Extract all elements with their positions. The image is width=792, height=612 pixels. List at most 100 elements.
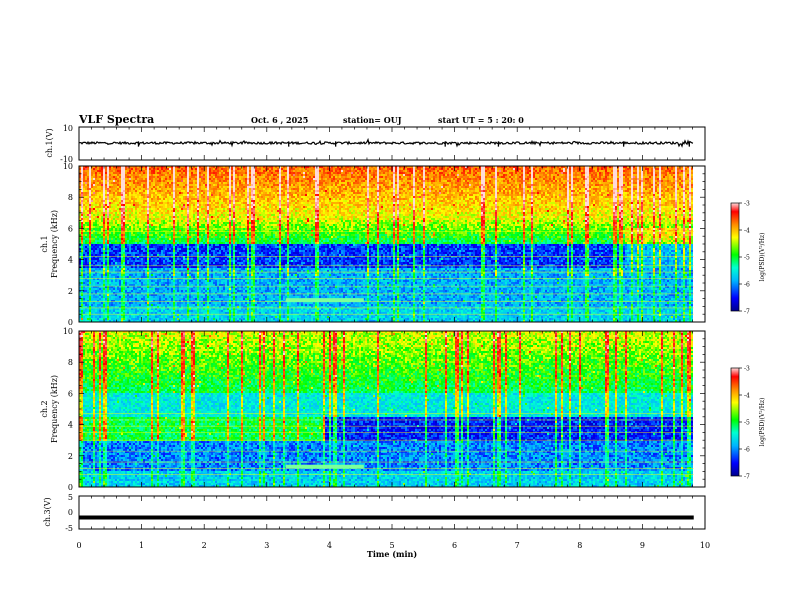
spectrogram-cell xyxy=(81,208,83,210)
spectrogram-cell xyxy=(81,198,83,200)
spectrogram-cell xyxy=(85,310,87,312)
spectrogram-cell xyxy=(89,222,91,224)
spectrogram-cell xyxy=(95,198,97,200)
spectrogram-cell xyxy=(93,218,95,220)
spectrogram-cell xyxy=(95,178,97,180)
spectrogram-cell xyxy=(85,224,87,226)
spectrogram-cell xyxy=(91,210,93,212)
spectrogram-cell xyxy=(89,184,91,186)
spectrogram-cell xyxy=(85,238,87,240)
spectrogram-cell xyxy=(99,174,101,176)
spectrogram-cell xyxy=(87,284,89,286)
spectrogram-cell xyxy=(93,304,95,306)
spectrogram-cell xyxy=(95,316,97,318)
spectrogram-cell xyxy=(97,200,99,202)
spectrogram-cell xyxy=(87,216,89,218)
spectrogram-cell xyxy=(97,240,99,242)
spectrogram-cell xyxy=(89,206,91,208)
spectrogram-cell xyxy=(87,190,89,192)
spectrogram-cell xyxy=(95,312,97,314)
spectrogram-cell xyxy=(89,194,91,196)
spectrogram-cell xyxy=(91,170,93,172)
spectrogram-cell xyxy=(91,200,93,202)
spectrogram-cell xyxy=(93,254,95,256)
spectrogram-cell xyxy=(91,208,93,210)
spectrogram-cell xyxy=(89,266,91,268)
spectrogram-cell xyxy=(83,174,85,176)
spectrogram-cell xyxy=(97,176,99,178)
spectrogram-cell xyxy=(83,204,85,206)
spectrogram-cell xyxy=(91,238,93,240)
spectrogram-cell xyxy=(91,308,93,310)
spectrogram-cell xyxy=(83,260,85,262)
spectrogram-cell xyxy=(89,200,91,202)
spectrogram-cell xyxy=(95,196,97,198)
spectrogram-cell xyxy=(81,184,83,186)
ch1-waveform-ylabel: ch.1(V) xyxy=(45,128,54,157)
spectrogram-cell xyxy=(97,260,99,262)
spectrogram-cell xyxy=(91,260,93,262)
spectrogram-cell xyxy=(95,242,97,244)
spectrogram-cell xyxy=(83,208,85,210)
spectrogram-cell xyxy=(89,252,91,254)
spectrogram-cell xyxy=(89,172,91,174)
spectrogram-cell xyxy=(93,312,95,314)
spectrogram-cell xyxy=(89,288,91,290)
spectrogram-cell xyxy=(99,178,101,180)
ch1-spectrogram-image xyxy=(79,166,705,322)
spectrogram-cell xyxy=(89,290,91,292)
spectrogram-cell xyxy=(85,206,87,208)
spectrogram-cell xyxy=(89,218,91,220)
spectrogram-cell xyxy=(83,202,85,204)
spectrogram-cell xyxy=(95,204,97,206)
spectrogram-cell xyxy=(95,248,97,250)
spectrogram-cell xyxy=(89,188,91,190)
spectrogram-cell xyxy=(89,270,91,272)
spectrogram-cell xyxy=(83,176,85,178)
spectrogram-cell xyxy=(93,318,95,320)
spectrogram-cell xyxy=(91,304,93,306)
spectrogram-cell xyxy=(81,178,83,180)
spectrogram-cell xyxy=(87,316,89,318)
spectrogram-cell xyxy=(99,190,101,192)
spectrogram-cell xyxy=(89,294,91,296)
spectrogram-cell xyxy=(97,244,99,246)
spectrogram-cell xyxy=(97,262,99,264)
spectrogram-cell xyxy=(83,270,85,272)
spectrogram-cell xyxy=(87,188,89,190)
spectrogram-cell xyxy=(87,304,89,306)
spectrogram-cell xyxy=(95,268,97,270)
spectrogram-cell xyxy=(97,312,99,314)
spectrogram-cell xyxy=(83,238,85,240)
spectrogram-cell xyxy=(97,220,99,222)
spectrogram-cell xyxy=(81,194,83,196)
spectrogram-cell xyxy=(95,254,97,256)
spectrogram-cell xyxy=(89,268,91,270)
spectrogram-cell xyxy=(91,204,93,206)
spectrogram-cell xyxy=(97,308,99,310)
spectrogram-cell xyxy=(87,196,89,198)
spectrogram-cell xyxy=(83,192,85,194)
spectrogram-cell xyxy=(87,192,89,194)
spectrogram-cell xyxy=(85,268,87,270)
spectrogram-cell xyxy=(93,212,95,214)
spectrogram-cell xyxy=(99,212,101,214)
spectrogram-cell xyxy=(81,216,83,218)
spectrogram-cell xyxy=(89,186,91,188)
spectrogram-cell xyxy=(87,310,89,312)
spectrogram-cell xyxy=(97,294,99,296)
spectrogram-cell xyxy=(95,188,97,190)
spectrogram-cell xyxy=(99,184,101,186)
spectrogram-cell xyxy=(95,216,97,218)
spectrogram-cell xyxy=(93,224,95,226)
spectrogram-cell xyxy=(95,232,97,234)
spectrogram-cell xyxy=(97,224,99,226)
spectrogram-cell xyxy=(95,258,97,260)
spectrogram-cell xyxy=(97,280,99,282)
spectrogram-cell xyxy=(95,270,97,272)
spectrogram-cell xyxy=(85,258,87,260)
spectrogram-cell xyxy=(95,172,97,174)
spectrogram-cell xyxy=(83,218,85,220)
spectrogram-cell xyxy=(81,186,83,188)
spectrogram-cell xyxy=(83,190,85,192)
